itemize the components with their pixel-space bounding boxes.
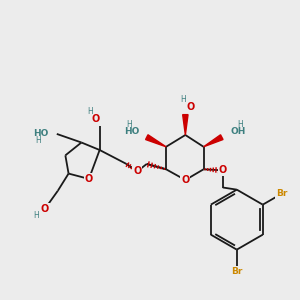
Text: O: O bbox=[85, 174, 93, 184]
Text: Br: Br bbox=[276, 189, 287, 198]
Text: O: O bbox=[181, 175, 190, 185]
Text: O: O bbox=[41, 204, 49, 214]
Text: O: O bbox=[133, 167, 141, 176]
Text: H: H bbox=[34, 211, 39, 220]
Text: H: H bbox=[35, 136, 41, 145]
Text: O: O bbox=[91, 114, 100, 124]
Polygon shape bbox=[146, 135, 166, 147]
Text: HO: HO bbox=[33, 129, 48, 138]
Polygon shape bbox=[183, 115, 188, 135]
Text: H: H bbox=[180, 95, 186, 104]
Text: OH: OH bbox=[230, 127, 246, 136]
Polygon shape bbox=[204, 135, 223, 147]
Text: H: H bbox=[237, 120, 242, 129]
Text: HO: HO bbox=[124, 127, 139, 136]
Text: H: H bbox=[126, 120, 132, 129]
Text: O: O bbox=[187, 102, 195, 112]
Text: Br: Br bbox=[231, 267, 242, 276]
Text: H: H bbox=[87, 107, 93, 116]
Text: O: O bbox=[219, 165, 227, 176]
